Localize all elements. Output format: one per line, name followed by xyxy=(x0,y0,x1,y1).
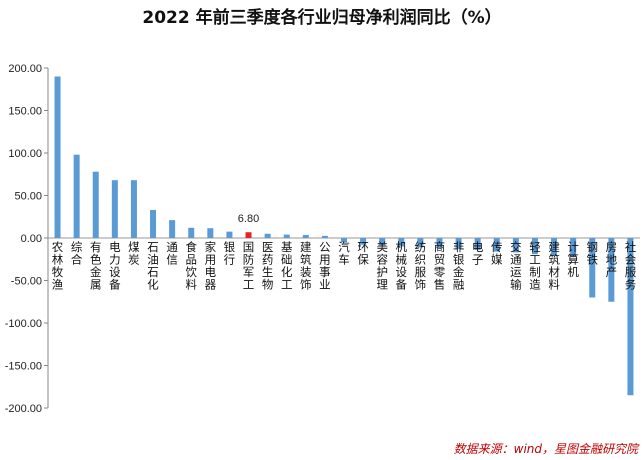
source-note: 数据来源：wind，星图金融研究院 xyxy=(454,442,640,456)
category-label: 汽车 xyxy=(338,240,350,267)
bar xyxy=(150,209,157,238)
category-label: 农林牧渔 xyxy=(52,240,64,292)
category-label: 煤炭 xyxy=(128,240,140,267)
category-label: 环保 xyxy=(357,240,369,267)
bar xyxy=(493,238,500,252)
category-label: 钢铁 xyxy=(587,240,599,267)
bar xyxy=(570,238,577,257)
bar xyxy=(360,238,367,245)
category-label: 轻工制造 xyxy=(529,240,541,292)
category-label: 房地产 xyxy=(606,240,618,279)
category-label: 纺织服饰 xyxy=(415,240,427,292)
bar xyxy=(608,238,615,302)
bar xyxy=(226,231,233,238)
bar xyxy=(398,238,405,247)
category-label: 社会服务 xyxy=(625,240,637,292)
y-tick-label: 0.00 xyxy=(21,233,42,245)
bar xyxy=(379,238,386,246)
bar xyxy=(111,180,118,238)
bar xyxy=(627,238,634,396)
category-label: 机械设备 xyxy=(396,240,408,292)
data-label: 6.80 xyxy=(238,213,259,225)
bar xyxy=(245,232,252,238)
category-label: 食品饮料 xyxy=(185,240,197,292)
bar xyxy=(130,180,137,238)
bar xyxy=(169,220,176,238)
bar xyxy=(321,235,328,238)
bar xyxy=(341,238,347,243)
category-label: 交通运输 xyxy=(510,240,522,292)
y-tick-label: -100.00 xyxy=(5,318,42,330)
category-labels: 农林牧渔综合有色金属电力设备煤炭石油石化通信食品饮料家用电器银行国防军工医药生物… xyxy=(52,240,637,292)
y-tick-label: 200.00 xyxy=(8,63,42,75)
chart-title: 2022 年前三季度各行业归母净利润同比（%） xyxy=(142,7,501,28)
category-label: 基础化工 xyxy=(281,240,293,292)
category-label: 石油石化 xyxy=(147,240,159,292)
bar xyxy=(474,238,481,250)
category-label: 电子 xyxy=(472,240,484,267)
y-tick-label: -150.00 xyxy=(5,361,42,373)
category-label: 传媒 xyxy=(491,240,503,267)
category-label: 计算机 xyxy=(567,240,579,279)
bar xyxy=(551,238,558,256)
bar xyxy=(512,238,519,253)
category-label: 非银金融 xyxy=(453,240,465,292)
bar xyxy=(188,227,195,238)
category-label: 有色金属 xyxy=(90,240,102,292)
y-axis: 200.00 150.00 100.00 50.00 0.00 -50.00 -100.00… xyxy=(5,63,640,415)
bar xyxy=(531,238,538,255)
category-label: 商贸零售 xyxy=(434,240,446,292)
y-tick-label: 50.00 xyxy=(14,191,42,203)
y-tick-label: 150.00 xyxy=(8,106,42,118)
bar xyxy=(436,238,443,249)
category-label: 建筑装饰 xyxy=(300,240,312,292)
bar xyxy=(283,234,290,238)
category-label: 公用事业 xyxy=(319,240,331,292)
y-tick-label: -200.00 xyxy=(5,403,42,415)
category-label: 美容护理 xyxy=(376,240,388,292)
bar xyxy=(264,233,271,238)
category-label: 医药生物 xyxy=(262,240,274,292)
bar xyxy=(92,171,99,238)
category-label: 银行 xyxy=(224,240,236,267)
category-label: 电力设备 xyxy=(109,240,121,292)
y-tick-label: -50.00 xyxy=(11,276,42,288)
bar xyxy=(54,76,61,238)
bar xyxy=(417,238,424,248)
data-labels: 6.80 xyxy=(238,213,259,225)
category-label: 国防军工 xyxy=(243,240,255,292)
category-label: 综合 xyxy=(71,240,83,267)
category-label: 家用电器 xyxy=(205,240,217,292)
y-tick-label: 100.00 xyxy=(8,148,42,160)
bar xyxy=(207,228,214,238)
bar xyxy=(455,238,462,250)
bar xyxy=(589,238,596,298)
bar xyxy=(302,235,309,238)
bars xyxy=(54,76,634,396)
bar xyxy=(73,154,80,238)
category-label: 通信 xyxy=(166,240,178,267)
category-label: 建筑材料 xyxy=(548,240,560,292)
